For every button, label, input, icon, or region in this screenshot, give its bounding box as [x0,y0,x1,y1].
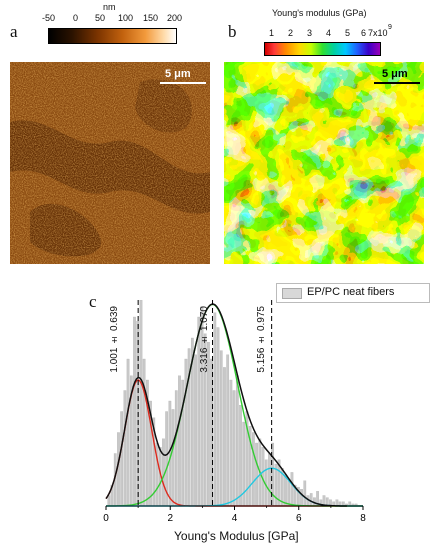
histogram-bar [309,493,313,507]
x-tick-label: 4 [232,513,238,524]
peak-label-1: 1.001 ± 0.639 [109,306,120,373]
histogram-bar [194,354,197,507]
x-tick-label: 0 [103,513,109,524]
histogram-bar [335,499,339,507]
histogram-bar [223,367,226,507]
colorbar-b [264,42,381,56]
colorbar-b-tick: 6 [361,28,367,38]
histogram-bar [239,405,242,507]
youngs-modulus-map: 5 μm [224,62,424,264]
colorbar-b-tick-last: 7x10 [368,28,388,38]
histogram-bar [284,474,287,507]
panel-a-label: a [10,22,18,41]
colorbar-a-tick: -50 [42,13,56,23]
colorbar-b-tick: 5 [345,28,351,38]
chart-axes: 0 2 4 6 8 [103,505,366,524]
histogram-bar [232,390,236,507]
peak-markers [137,300,273,506]
histogram-bar [219,350,223,507]
histogram-bar [133,316,136,507]
panel-c-label: c [89,292,97,311]
x-tick-label: 8 [360,513,366,524]
histogram-bar [123,390,127,507]
colorbar-b-exponent: 9 [388,24,392,31]
colorbar-a-unit: nm [103,2,116,12]
histogram-bar [303,480,307,507]
colorbar-a-tick: 0 [73,13,79,23]
histogram-chart: 0 2 4 6 8 [103,300,366,524]
histogram-bar [126,358,130,507]
histogram-bar [235,375,239,507]
histogram-bar [213,312,217,507]
histogram-bar [216,327,220,507]
colorbar-b-tick: 2 [288,28,294,38]
colorbar-a-ticks: -50 0 50 100 150 200 [42,13,182,25]
histogram-bar [142,358,146,507]
histogram-bar [255,442,258,507]
histogram-bar [268,453,271,507]
x-tick-label: 6 [296,513,302,524]
legend-swatch [282,288,302,299]
histogram-bar [171,409,175,507]
histogram-bar [162,438,165,507]
afm-height-texture [10,62,210,264]
histogram-bar [226,354,230,507]
colorbar-b-ticks: 1 2 3 4 5 6 7x10 9 [264,24,394,42]
colorbar-b-tick: 3 [307,28,313,38]
colorbar-a [48,28,177,44]
panel-b-label: b [228,22,237,41]
histogram-bar [120,411,124,507]
histogram-bar [300,489,303,507]
modulus-map-texture [224,62,424,264]
scale-bar-a-label: 5 μm [165,68,191,80]
histogram-bar [139,300,143,507]
afm-height-map: 5 μm [10,62,210,264]
colorbar-a-tick: 50 [95,13,106,23]
peak-label-3: 5.156 ± 0.975 [256,306,267,373]
legend-label: EP/PC neat fibers [307,286,395,298]
histogram-bar [290,472,294,507]
histogram-bars [107,300,358,507]
envelope-curve [105,303,347,507]
scale-bar-a [160,82,206,84]
colorbar-b-tick: 1 [269,28,275,38]
histogram-bar [178,375,181,507]
colorbar-a-tick: 100 [118,13,134,23]
histogram-bar [287,480,291,507]
histogram-bar [107,495,111,507]
colorbar-b-tick: 4 [326,28,332,38]
colorbar-b-title: Young's modulus (GPa) [272,8,367,18]
peak-label-2: 3.316 ± 1.070 [199,306,210,373]
legend: EP/PC neat fibers [276,283,430,303]
histogram-bar [229,379,233,507]
scale-bar-b [374,82,420,84]
scale-bar-b-label: 5 μm [382,68,408,80]
histogram-bar [252,432,255,507]
histogram-bar [174,390,178,507]
x-axis-title: Young's Modulus [GPa] [174,529,299,543]
x-tick-label: 2 [167,513,173,524]
colorbar-a-tick: 150 [143,13,159,23]
colorbar-a-tick: 200 [167,13,183,23]
histogram-bar [184,358,188,507]
